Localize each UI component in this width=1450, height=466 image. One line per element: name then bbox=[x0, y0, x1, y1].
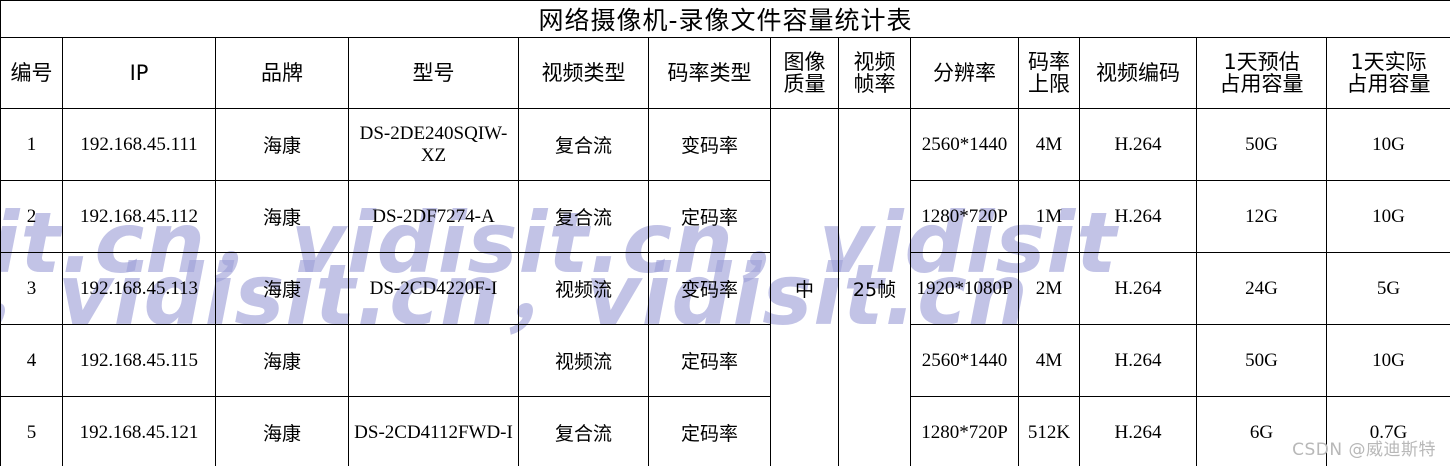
column-header-brand-line1: 品牌 bbox=[261, 60, 303, 85]
cell-videotype[interactable]: 视频流 bbox=[518, 324, 649, 397]
table-row[interactable]: 3 192.168.45.113 海康 DS-2CD4220F-I 视频流 变码… bbox=[0, 252, 1450, 325]
column-header-codec-line1: 视频编码 bbox=[1096, 60, 1180, 85]
cell-brand[interactable]: 海康 bbox=[215, 108, 349, 181]
column-header-brand[interactable]: 品牌 bbox=[215, 37, 349, 109]
page-title: 网络摄像机-录像文件容量统计表 bbox=[0, 0, 1450, 38]
column-header-ratetype[interactable]: 码率类型 bbox=[648, 37, 771, 109]
column-header-ip-line1: IP bbox=[129, 60, 149, 85]
column-header-actual[interactable]: 1天实际 占用容量 bbox=[1326, 37, 1450, 109]
cell-videotype[interactable]: 复合流 bbox=[518, 396, 649, 466]
cell-no[interactable]: 3 bbox=[0, 252, 63, 325]
cell-ratetype[interactable]: 变码率 bbox=[648, 252, 771, 325]
cell-ip[interactable]: 192.168.45.111 bbox=[62, 108, 216, 181]
cell-estimated[interactable]: 12G bbox=[1196, 180, 1327, 253]
cell-ratelimit[interactable]: 2M bbox=[1018, 252, 1080, 325]
cell-actual[interactable]: 10G bbox=[1326, 180, 1450, 253]
table-row[interactable]: 4 192.168.45.115 海康 视频流 定码率 2560*1440 4M… bbox=[0, 324, 1450, 397]
cell-model[interactable]: DS-2CD4112FWD-I bbox=[348, 396, 519, 466]
table-header-row: 编号 IP 品牌 型号 视频类型 码率类型 图像 bbox=[0, 37, 1450, 109]
cell-ratelimit[interactable]: 1M bbox=[1018, 180, 1080, 253]
cell-videotype[interactable]: 复合流 bbox=[518, 108, 649, 181]
column-header-no[interactable]: 编号 bbox=[0, 37, 63, 109]
cell-model[interactable]: DS-2DE240SQIW-XZ bbox=[348, 108, 519, 181]
csdn-watermark: CSDN @威迪斯特 bbox=[1292, 440, 1436, 460]
cell-resolution[interactable]: 2560*1440 bbox=[910, 324, 1019, 397]
column-header-ratelimit[interactable]: 码率 上限 bbox=[1018, 37, 1080, 109]
cell-ratetype[interactable]: 定码率 bbox=[648, 396, 771, 466]
cell-resolution[interactable]: 2560*1440 bbox=[910, 108, 1019, 181]
cell-brand[interactable]: 海康 bbox=[215, 252, 349, 325]
column-header-estimated-line2: 占用容量 bbox=[1219, 72, 1304, 96]
cell-actual[interactable]: 10G bbox=[1326, 108, 1450, 181]
cell-resolution[interactable]: 1920*1080P bbox=[910, 252, 1019, 325]
column-header-videotype-line1: 视频类型 bbox=[541, 60, 626, 85]
column-header-actual-line2: 占用容量 bbox=[1346, 72, 1431, 96]
column-header-model-line1: 型号 bbox=[412, 60, 455, 85]
cell-codec[interactable]: H.264 bbox=[1079, 252, 1197, 325]
column-header-framerate-line2: 帧率 bbox=[853, 72, 896, 96]
cell-ratelimit[interactable]: 4M bbox=[1018, 108, 1080, 181]
cell-ratelimit[interactable]: 4M bbox=[1018, 324, 1080, 397]
cell-actual[interactable]: 5G bbox=[1326, 252, 1450, 325]
cell-estimated[interactable]: 6G bbox=[1196, 396, 1327, 466]
table-row[interactable]: 5 192.168.45.121 海康 DS-2CD4112FWD-I 复合流 … bbox=[0, 396, 1450, 466]
table-row[interactable]: 1 192.168.45.111 海康 DS-2DE240SQIW-XZ 复合流… bbox=[0, 108, 1450, 466]
cell-resolution[interactable]: 1280*720P bbox=[910, 396, 1019, 466]
column-header-ratetype-line1: 码率类型 bbox=[667, 60, 752, 85]
table-row[interactable]: 2 192.168.45.112 海康 DS-2DF7274-A 复合流 定码率… bbox=[0, 180, 1450, 253]
column-header-ratelimit-line1: 码率 bbox=[1028, 49, 1070, 74]
column-header-no-line1: 编号 bbox=[10, 60, 53, 85]
column-header-model[interactable]: 型号 bbox=[348, 37, 519, 109]
cell-no[interactable]: 1 bbox=[0, 108, 63, 181]
cell-model[interactable]: DS-2CD4220F-I bbox=[348, 252, 519, 325]
cell-ip[interactable]: 192.168.45.121 bbox=[62, 396, 216, 466]
cell-model[interactable]: DS-2DF7274-A bbox=[348, 180, 519, 253]
column-header-ratelimit-line2: 上限 bbox=[1028, 72, 1070, 96]
cell-codec[interactable]: H.264 bbox=[1079, 108, 1197, 181]
cell-model[interactable] bbox=[348, 324, 519, 397]
cell-ratelimit[interactable]: 512K bbox=[1018, 396, 1080, 466]
cell-no[interactable]: 2 bbox=[0, 180, 63, 253]
cell-videotype[interactable]: 复合流 bbox=[518, 180, 649, 253]
cell-estimated[interactable]: 50G bbox=[1196, 324, 1327, 397]
cell-estimated[interactable]: 50G bbox=[1196, 108, 1327, 181]
column-header-estimated-line1: 1天预估 bbox=[1223, 49, 1300, 74]
column-header-actual-line1: 1天实际 bbox=[1350, 49, 1427, 74]
column-header-framerate-line1: 视频 bbox=[853, 49, 896, 74]
column-header-framerate[interactable]: 视频 帧率 bbox=[838, 37, 911, 109]
cell-videotype[interactable]: 视频流 bbox=[518, 252, 649, 325]
column-header-quality[interactable]: 图像 质量 bbox=[770, 37, 839, 109]
column-header-videotype[interactable]: 视频类型 bbox=[518, 37, 649, 109]
cell-ip[interactable]: 192.168.45.115 bbox=[62, 324, 216, 397]
column-header-codec[interactable]: 视频编码 bbox=[1079, 37, 1197, 109]
cell-framerate-merged[interactable]: 25帧 bbox=[838, 108, 911, 466]
column-header-resolution-line1: 分辨率 bbox=[933, 60, 996, 85]
cell-ratetype[interactable]: 变码率 bbox=[648, 108, 771, 181]
cell-brand[interactable]: 海康 bbox=[215, 324, 349, 397]
column-header-quality-line2: 质量 bbox=[783, 72, 826, 96]
cell-ip[interactable]: 192.168.45.113 bbox=[62, 252, 216, 325]
cell-no[interactable]: 4 bbox=[0, 324, 63, 397]
cell-ratetype[interactable]: 定码率 bbox=[648, 180, 771, 253]
cell-actual[interactable]: 10G bbox=[1326, 324, 1450, 397]
cell-quality-merged[interactable]: 中 bbox=[770, 108, 839, 466]
column-header-quality-line1: 图像 bbox=[783, 49, 826, 74]
cell-brand[interactable]: 海康 bbox=[215, 396, 349, 466]
column-header-estimated[interactable]: 1天预估 占用容量 bbox=[1196, 37, 1327, 109]
cell-ip[interactable]: 192.168.45.112 bbox=[62, 180, 216, 253]
cell-actual[interactable]: 0.7G bbox=[1326, 396, 1450, 466]
column-header-ip[interactable]: IP bbox=[62, 37, 216, 109]
cell-codec[interactable]: H.264 bbox=[1079, 324, 1197, 397]
column-header-resolution[interactable]: 分辨率 bbox=[910, 37, 1019, 109]
cell-estimated[interactable]: 24G bbox=[1196, 252, 1327, 325]
cell-codec[interactable]: H.264 bbox=[1079, 180, 1197, 253]
table-title-row: 网络摄像机-录像文件容量统计表 bbox=[0, 0, 1450, 38]
cell-ratetype[interactable]: 定码率 bbox=[648, 324, 771, 397]
cell-resolution[interactable]: 1280*720P bbox=[910, 180, 1019, 253]
cell-codec[interactable]: H.264 bbox=[1079, 396, 1197, 466]
cell-brand[interactable]: 海康 bbox=[215, 180, 349, 253]
cell-no[interactable]: 5 bbox=[0, 396, 63, 466]
